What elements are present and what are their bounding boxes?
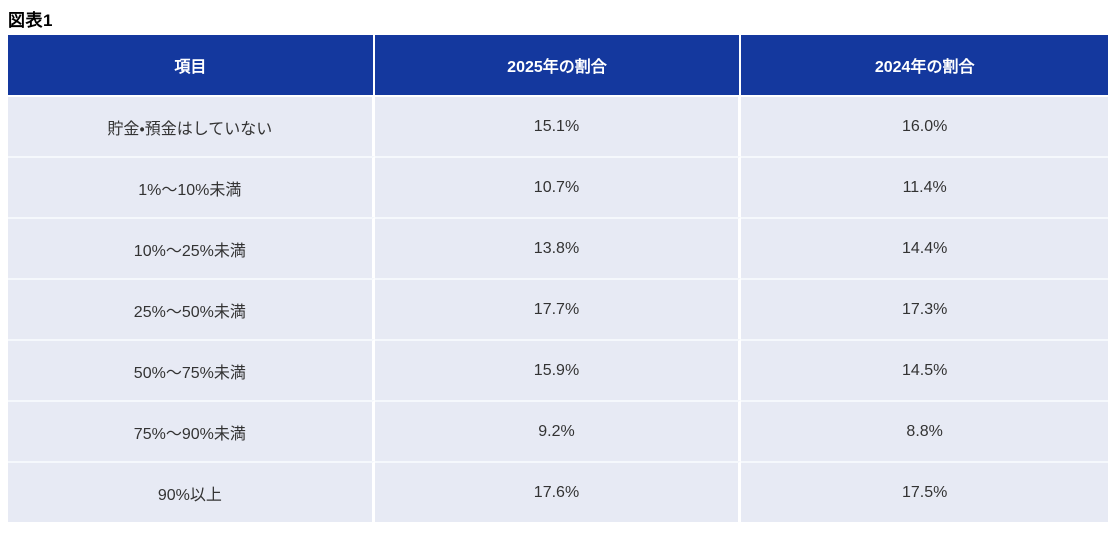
value-2025-cell: 15.9% [374,339,742,400]
item-cell: 25%～50%未満 [8,278,375,339]
value-2024-cell: 17.3% [741,278,1108,339]
value-2024-cell: 8.8% [741,400,1108,461]
item-cell: 貯金・預金はしていない [8,95,375,156]
table-row: 1%～10%未満 10.7% 11.4% [8,156,1108,217]
table-row: 75%～90%未満 9.2% 8.8% [8,400,1108,461]
item-cell: 75%～90%未満 [8,400,375,461]
value-2025-cell: 13.8% [374,217,742,278]
value-2024-cell: 11.4% [741,156,1108,217]
col-header-2024: 2024年の割合 [741,35,1108,95]
table-row: 90%以上 17.6% 17.5% [8,461,1108,522]
table-row: 50%～75%未満 15.9% 14.5% [8,339,1108,400]
table-row: 25%～50%未満 17.7% 17.3% [8,278,1108,339]
figure-title: 図表1 [8,11,53,30]
value-2024-cell: 16.0% [741,95,1108,156]
value-2024-cell: 14.5% [741,339,1108,400]
item-cell: 10%～25%未満 [8,217,375,278]
value-2025-cell: 17.7% [374,278,742,339]
value-2025-cell: 17.6% [374,461,742,522]
table-row: 10%～25%未満 13.8% 14.4% [8,217,1108,278]
header-row: 項目 2025年の割合 2024年の割合 [8,35,1108,95]
value-2024-cell: 17.5% [741,461,1108,522]
item-cell: 50%～75%未満 [8,339,375,400]
item-cell: 90%以上 [8,461,375,522]
col-header-2025: 2025年の割合 [374,35,742,95]
value-2025-cell: 9.2% [374,400,742,461]
col-header-item: 項目 [8,35,375,95]
table-row: 貯金・預金はしていない 15.1% 16.0% [8,95,1108,156]
value-2025-cell: 10.7% [374,156,742,217]
item-cell: 1%～10%未満 [8,156,375,217]
data-table: 項目 2025年の割合 2024年の割合 貯金・預金はしていない 15.1% 1… [8,35,1108,522]
value-2024-cell: 14.4% [741,217,1108,278]
value-2025-cell: 15.1% [374,95,742,156]
